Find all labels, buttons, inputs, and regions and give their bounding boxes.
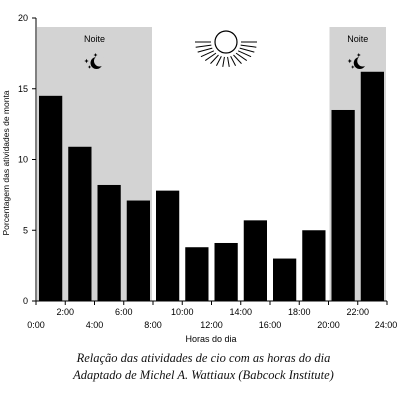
y-tick-label: 20 (18, 13, 28, 23)
bar-6h (126, 200, 150, 301)
bar-22h (360, 71, 384, 302)
caption-line-2: Adaptado de Michel A. Wattiaux (Babcock … (73, 368, 334, 382)
bar-8h (156, 190, 180, 301)
y-axis-label: Porcentagem das atividades de monta (1, 90, 11, 235)
x-tick-label-upper: 6:00 (115, 307, 133, 317)
x-tick-label-lower: 0:00 (27, 320, 45, 330)
x-tick-label-upper: 2:00 (56, 307, 74, 317)
moon-stars-icon (347, 53, 369, 69)
axes-layer (32, 17, 388, 305)
moon-stars-icon (84, 53, 105, 69)
bars-layer (39, 71, 384, 302)
bar-14h (243, 220, 267, 301)
y-tick-label: 0 (23, 296, 28, 306)
y-tick-label: 5 (23, 225, 28, 235)
x-tick-label-lower: 16:00 (259, 320, 282, 330)
bar-18h (302, 230, 326, 301)
x-tick-label-lower: 24:00 (375, 320, 398, 330)
night-label-1: Noite (84, 34, 105, 44)
x-tick-label-upper: 14:00 (229, 307, 252, 317)
bar-16h (273, 258, 297, 301)
sun-icon (195, 30, 257, 67)
bar-4h (97, 184, 121, 301)
caption-line-1: Relação das atividades de cio com as hor… (76, 351, 331, 365)
bar-10h (185, 247, 209, 301)
x-axis-label: Horas do dia (185, 334, 236, 344)
bar-2h (68, 146, 92, 301)
icons-layer (195, 30, 257, 67)
bar-20h (331, 109, 355, 301)
x-tick-label-lower: 8:00 (144, 320, 162, 330)
y-tick-label: 15 (18, 84, 28, 94)
tick-labels-layer: 0 5 10 15 20 2:00 6:00 10:00 14:00 18:00 22:00 0:00… (18, 13, 397, 330)
figure-caption: Relação das atividades de cio com as hor… (0, 350, 407, 384)
bar-0h (39, 95, 63, 301)
y-tick-label: 10 (18, 155, 28, 165)
chart-container: Noite Noite 0 5 10 15 20 2:00 6:00 10:00 14:00 18:… (1, 13, 397, 344)
bar-chart: Noite Noite 0 5 10 15 20 2:00 6:00 10:00 14:00 18:… (1, 13, 397, 344)
x-tick-label-lower: 20:00 (317, 320, 340, 330)
x-tick-label-upper: 10:00 (171, 307, 194, 317)
x-tick-label-lower: 4:00 (86, 320, 104, 330)
x-tick-label-upper: 18:00 (288, 307, 311, 317)
x-tick-label-lower: 12:00 (200, 320, 223, 330)
night-label-2: Noite (347, 34, 368, 44)
bar-12h (214, 242, 238, 301)
x-tick-label-upper: 22:00 (346, 307, 369, 317)
